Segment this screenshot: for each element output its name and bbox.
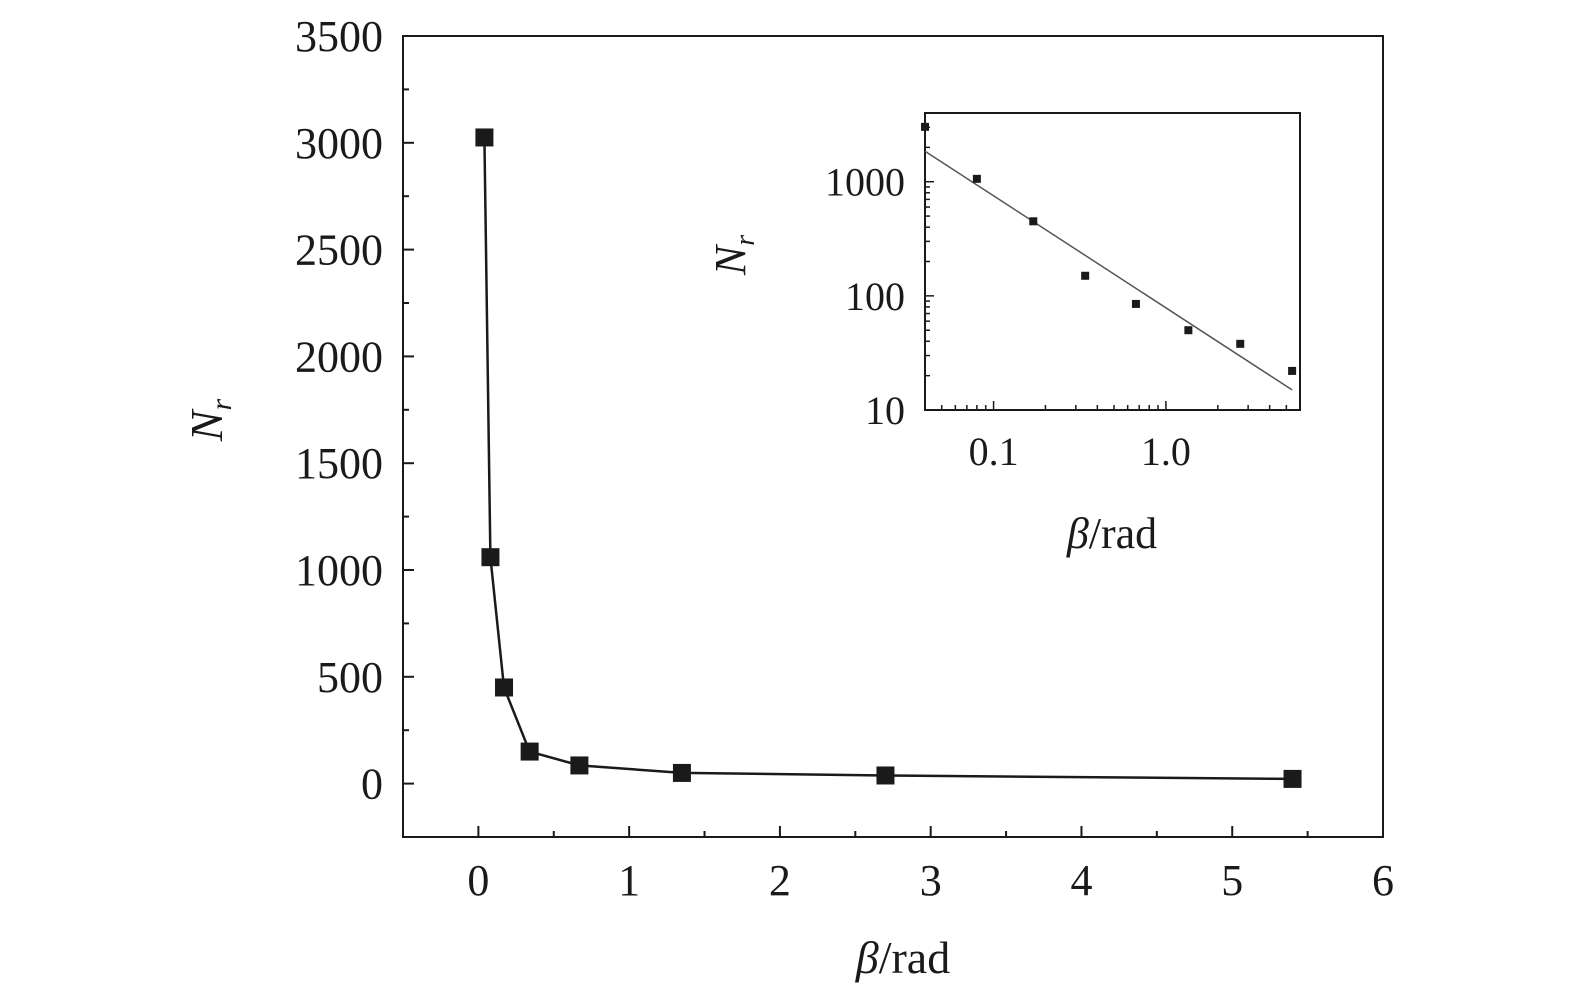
main-x-axis-unit: /rad [879,932,951,983]
main-data-point [876,766,895,785]
main-data-point [495,678,514,697]
main-y-tick-label: 2500 [295,226,383,275]
inset-data-point [1081,271,1090,280]
main-x-tick-label: 2 [769,856,791,905]
inset-x-axis: 0.1 1.0 [924,401,1301,474]
main-y-axis: 0 500 1000 1500 2000 2500 3000 3500 [295,12,414,838]
main-x-tick-label: 3 [920,856,942,905]
main-y-tick-label: 1000 [295,546,383,595]
inset-x-axis-symbol: β [1066,509,1089,558]
inset-data-point [1029,217,1038,226]
inset-y-axis: 10 100 1000 [825,112,934,433]
main-data-point [1283,769,1302,788]
inset-y-axis-symbol: N [706,243,755,276]
main-data-point [481,548,500,567]
main-series-line [483,137,1293,781]
main-x-tick-label: 4 [1070,856,1092,905]
main-y-tick-label: 2000 [295,332,383,381]
main-y-axis-label: Nr [181,399,238,443]
main-data-point [475,128,494,147]
main-x-axis: 0 1 2 3 4 5 6 [467,826,1394,905]
main-series [475,128,1302,788]
inset-y-tick-label: 100 [845,274,905,319]
main-x-tick-label: 6 [1372,856,1394,905]
main-y-tick-label: 3000 [295,119,383,168]
main-y-tick-label: 3500 [295,12,383,61]
main-data-point [570,756,589,775]
inset-fit-line [924,150,1293,391]
main-data-point [520,742,539,761]
inset-y-axis-subscript: r [730,235,761,246]
main-plot: 0 1 2 3 4 5 6 0 500 1000 1500 2000 2500 3000 3500 β/r… [181,12,1394,983]
main-y-tick-label: 0 [361,760,383,809]
main-x-tick-label: 1 [618,856,640,905]
inset-data-point [921,122,929,131]
main-y-axis-symbol: N [181,408,232,442]
inset-plot-frame [924,112,1301,411]
main-plot-frame [402,35,1384,838]
inset-data-point [1236,339,1245,348]
inset-y-tick-label: 1000 [825,160,905,205]
main-y-tick-label: 1500 [295,439,383,488]
main-x-tick-label: 5 [1221,856,1243,905]
inset-x-axis-unit: /rad [1089,509,1157,558]
inset-series [921,122,1297,391]
main-x-axis-label: β/rad [855,932,950,983]
inset-data-point [1184,326,1193,335]
inset-y-axis-label: Nr [706,235,761,276]
inset-data-point [1131,299,1140,308]
main-x-tick-label: 0 [467,856,489,905]
main-x-axis-symbol: β [855,932,879,983]
main-data-point [672,763,691,782]
main-y-tick-label: 500 [317,653,383,702]
inset-x-tick-label: 1.0 [1141,429,1191,474]
inset-data-point [972,174,981,183]
inset-data-point [1288,366,1297,375]
inset-x-tick-label: 0.1 [969,429,1019,474]
inset-x-axis-label: β/rad [1066,509,1157,558]
main-y-axis-subscript: r [205,399,238,411]
inset-plot: 0.1 1.0 10 100 1000 β/rad Nr [706,112,1301,558]
inset-y-tick-label: 10 [865,388,905,433]
